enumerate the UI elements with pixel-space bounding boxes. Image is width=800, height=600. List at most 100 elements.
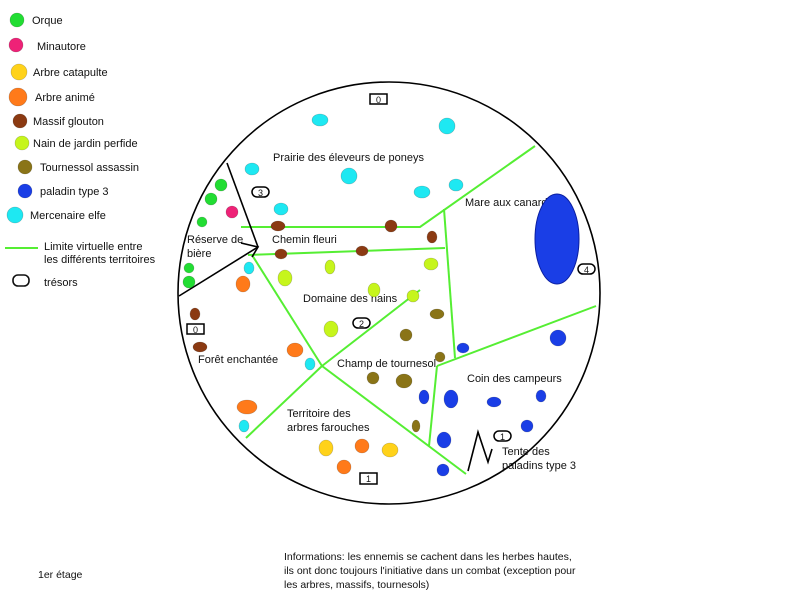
monster-paladin xyxy=(418,389,430,405)
treasure-label: 1 xyxy=(366,474,371,484)
treasure-label: 0 xyxy=(376,95,381,105)
legend-item-tresors: trésors xyxy=(12,274,78,289)
territory-label-arbres: Territoire des arbres farouches xyxy=(287,408,370,434)
monster-nain-de-jardin xyxy=(367,282,381,298)
monster-nain-de-jardin xyxy=(423,257,439,271)
monster-orque xyxy=(183,262,195,274)
monster-paladin xyxy=(456,342,470,354)
monster-arbre-catapulte xyxy=(381,442,399,458)
monster-tournessol xyxy=(366,371,380,385)
treasure-0-top: 0 xyxy=(369,93,388,105)
boundary-foret-arbres xyxy=(245,365,323,439)
monster-paladin xyxy=(549,329,567,347)
legend-label-mercenaire-elfe: Mercenaire elfe xyxy=(30,210,106,222)
legend-marker-orque xyxy=(9,12,25,28)
monster-mercenaire-elfe xyxy=(448,178,464,192)
territory-boundaries xyxy=(241,145,597,475)
monster-massif-glouton xyxy=(426,230,438,244)
treasure-chest xyxy=(251,186,270,198)
treasure-0-left: 0 xyxy=(186,323,205,335)
boundary-reserve-south xyxy=(178,246,259,297)
legend-label-minautore: Minautore xyxy=(37,41,86,53)
monster-mercenaire-elfe xyxy=(243,261,255,275)
treasure-chest xyxy=(577,263,596,275)
treasure-chest xyxy=(369,93,388,105)
boundary-prairie-chemin xyxy=(241,145,536,228)
legend-marker-minautore xyxy=(8,37,24,53)
floor-label: 1er étage xyxy=(38,569,83,581)
boundary-reserve-hook xyxy=(240,242,260,258)
monster-mercenaire-elfe xyxy=(304,357,316,371)
legend-label-paladin: paladin type 3 xyxy=(40,186,109,198)
boundary-coin-north xyxy=(436,305,597,367)
monster-nain-de-jardin xyxy=(324,259,336,275)
monster-paladin xyxy=(520,419,534,433)
monster-paladin xyxy=(436,431,452,449)
boundary-foret-east xyxy=(251,254,323,367)
treasure-chest xyxy=(186,323,205,335)
legend: Orque Minautore Arbre catapulte Arbre an… xyxy=(5,12,156,289)
monster-paladin xyxy=(436,463,450,477)
territory-label-chemin: Chemin fleuri xyxy=(272,234,337,246)
legend-item-minautore: Minautore xyxy=(8,37,86,53)
monster-massif-glouton xyxy=(192,341,208,353)
territory-label-mare: Mare aux canards xyxy=(465,197,554,209)
monster-tournessol xyxy=(395,373,413,389)
legend-marker-mercenaire-elfe xyxy=(6,206,24,224)
monster-massif-glouton xyxy=(274,248,288,260)
treasure-2: 2 xyxy=(352,317,371,329)
legend-label-tournessol: Tournessol assassin xyxy=(40,162,139,174)
monster-mercenaire-elfe xyxy=(413,185,431,199)
legend-item-limite: Limite virtuelle entre les différents ter… xyxy=(5,241,156,266)
monster-paladin xyxy=(443,389,459,409)
legend-item-tournessol: Tournessol assassin xyxy=(17,159,139,175)
legend-item-arbre-anime: Arbre animé xyxy=(8,87,95,107)
treasure-1-bottom: 1 xyxy=(359,472,378,485)
monster-tournessol xyxy=(399,328,413,342)
legend-item-paladin: paladin type 3 xyxy=(17,183,109,199)
boundary-reserve-east xyxy=(226,162,259,248)
monster-nain-de-jardin xyxy=(323,320,339,338)
monster-tournessol xyxy=(429,308,445,320)
treasure-4: 4 xyxy=(577,263,596,275)
monster-arbre-anime xyxy=(235,275,251,293)
boundary-domaine-champ xyxy=(321,289,421,367)
legend-label-massif-glouton: Massif glouton xyxy=(33,116,104,128)
monster-orque xyxy=(182,275,196,289)
monster-massif-glouton xyxy=(384,219,398,233)
legend-label-orque: Orque xyxy=(32,15,63,27)
treasure-chest xyxy=(493,430,512,442)
monster-paladin xyxy=(486,396,502,408)
boundary-mare-west xyxy=(443,208,456,359)
legend-label-arbre-catapulte: Arbre catapulte xyxy=(33,67,108,79)
treasure-label: 1 xyxy=(500,432,505,442)
territory-label-champ: Champ de tournesol xyxy=(337,358,436,370)
info-note: Informations: les ennemis se cachent dan… xyxy=(284,551,576,591)
territory-label-prairie: Prairie des éleveurs de poneys xyxy=(273,152,425,164)
boundary-arbres-champ xyxy=(321,365,467,475)
monster-orque xyxy=(204,192,218,206)
territory-label-tente: Tente des paladins type 3 xyxy=(502,446,576,472)
legend-label-tresors: trésors xyxy=(44,277,78,289)
legend-item-nain-de-jardin: Nain de jardin perfide xyxy=(14,135,138,151)
legend-marker-massif-glouton xyxy=(12,113,28,129)
monster-nain-de-jardin xyxy=(277,269,293,287)
territory-label-reserve: Réserve de bière xyxy=(187,234,243,260)
monster-arbre-anime xyxy=(236,399,258,415)
legend-label-arbre-anime: Arbre animé xyxy=(35,92,95,104)
monster-massif-glouton xyxy=(355,245,369,257)
legend-marker-tresors xyxy=(12,274,30,287)
monster-tournessol xyxy=(411,419,421,433)
treasures: 0 3 0 4 2 1 1 xyxy=(186,93,596,485)
territory-label-foret: Forêt enchantée xyxy=(198,354,278,366)
legend-item-massif-glouton: Massif glouton xyxy=(12,113,104,129)
legend-label-limite: Limite virtuelle entre les différents ter… xyxy=(44,241,156,266)
reserve-boundary xyxy=(178,162,260,297)
monster-mercenaire-elfe xyxy=(340,167,358,185)
pond xyxy=(534,193,580,285)
treasure-label: 4 xyxy=(584,265,589,275)
monster-markers xyxy=(182,113,567,477)
monster-paladin xyxy=(535,389,547,403)
treasure-label: 2 xyxy=(359,319,364,329)
